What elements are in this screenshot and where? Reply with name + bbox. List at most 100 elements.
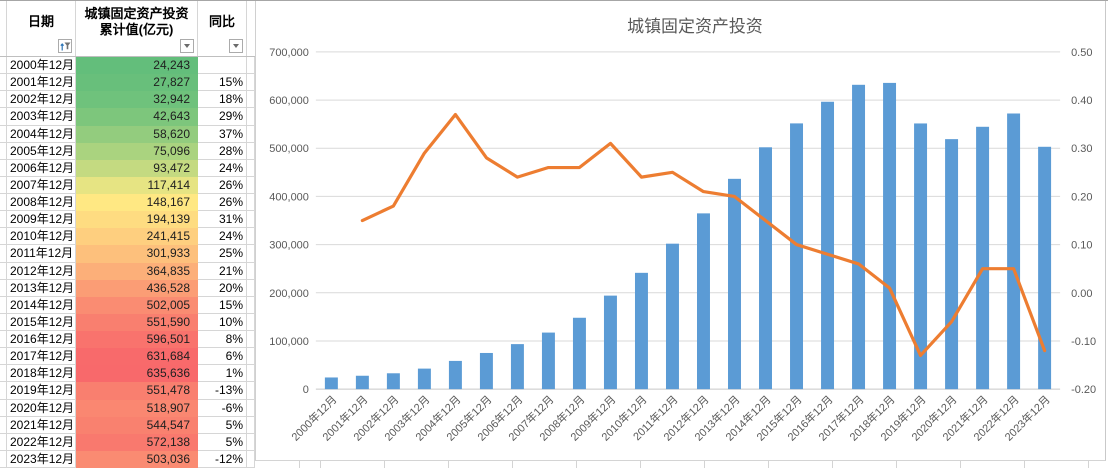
gap-cell[interactable] — [247, 194, 255, 212]
date-cell[interactable]: 2016年12月 — [7, 331, 76, 349]
gap-cell[interactable] — [247, 159, 255, 177]
margin-cell[interactable] — [0, 194, 7, 212]
header-cell-date[interactable]: 日期 — [7, 0, 76, 56]
yoy-cell[interactable]: 21% — [198, 262, 247, 280]
value-cell[interactable]: 301,933 — [76, 245, 198, 263]
bar[interactable] — [914, 123, 928, 390]
bar[interactable] — [945, 139, 959, 390]
bar[interactable] — [665, 243, 679, 390]
date-cell[interactable]: 2011年12月 — [7, 245, 76, 263]
yoy-cell[interactable]: 31% — [198, 211, 247, 229]
bar[interactable] — [728, 178, 741, 390]
gap-cell[interactable] — [247, 245, 255, 263]
date-cell[interactable]: 2012年12月 — [7, 262, 76, 280]
yoy-cell[interactable]: 5% — [198, 433, 247, 451]
filter-button-yoy[interactable] — [229, 39, 243, 53]
date-cell[interactable]: 2007年12月 — [7, 176, 76, 194]
filter-button-value[interactable] — [180, 39, 194, 53]
gap-cell[interactable] — [247, 125, 255, 143]
bar[interactable] — [697, 213, 710, 390]
date-cell[interactable]: 2020年12月 — [7, 399, 76, 417]
date-cell[interactable]: 2022年12月 — [7, 433, 76, 451]
margin-cell[interactable] — [0, 142, 7, 160]
chart-area[interactable]: 0 -0.20 100,000 -0.10 200,000 0.00 300,000 0.10… — [255, 0, 1106, 461]
date-cell[interactable]: 2013年12月 — [7, 279, 76, 297]
yoy-cell[interactable]: 10% — [198, 313, 247, 331]
bar[interactable] — [355, 375, 369, 390]
value-cell[interactable]: 194,139 — [76, 211, 198, 229]
date-cell[interactable]: 2023年12月 — [7, 450, 76, 468]
yoy-cell[interactable]: -13% — [198, 382, 247, 400]
bar[interactable] — [821, 101, 835, 390]
yoy-cell[interactable]: 24% — [198, 228, 247, 246]
value-cell[interactable]: 572,138 — [76, 433, 198, 451]
bar[interactable] — [603, 295, 617, 390]
yoy-cell[interactable]: 20% — [198, 279, 247, 297]
bar[interactable] — [572, 317, 586, 390]
bar[interactable] — [976, 126, 990, 390]
bar[interactable] — [541, 332, 555, 390]
value-cell[interactable]: 32,942 — [76, 91, 198, 109]
yoy-cell[interactable]: 26% — [198, 194, 247, 212]
margin-cell[interactable] — [0, 416, 7, 434]
margin-cell[interactable] — [0, 348, 7, 366]
yoy-cell[interactable]: -6% — [198, 399, 247, 417]
margin-cell[interactable] — [0, 228, 7, 246]
date-cell[interactable]: 2004年12月 — [7, 125, 76, 143]
yoy-cell[interactable]: 28% — [198, 142, 247, 160]
gap-cell[interactable] — [247, 450, 255, 468]
value-cell[interactable]: 551,478 — [76, 382, 198, 400]
margin-cell[interactable] — [0, 125, 7, 143]
date-cell[interactable]: 2009年12月 — [7, 211, 76, 229]
gap-cell[interactable] — [247, 433, 255, 451]
date-cell[interactable]: 2003年12月 — [7, 108, 76, 126]
value-cell[interactable]: 148,167 — [76, 194, 198, 212]
date-cell[interactable]: 2021年12月 — [7, 416, 76, 434]
bar[interactable] — [448, 360, 462, 390]
bar[interactable] — [759, 147, 772, 390]
date-cell[interactable]: 2002年12月 — [7, 91, 76, 109]
value-cell[interactable]: 117,414 — [76, 176, 198, 194]
yoy-cell[interactable]: 15% — [198, 74, 247, 92]
yoy-cell[interactable]: 25% — [198, 245, 247, 263]
value-cell[interactable]: 364,835 — [76, 262, 198, 280]
investment-chart[interactable]: 0 -0.20 100,000 -0.10 200,000 0.00 300,000 0.10… — [256, 0, 1105, 460]
date-cell[interactable]: 2015年12月 — [7, 313, 76, 331]
bar[interactable] — [1038, 146, 1052, 390]
bar[interactable] — [790, 123, 804, 390]
margin-cell[interactable] — [0, 159, 7, 177]
yoy-cell[interactable]: 37% — [198, 125, 247, 143]
gap-cell[interactable] — [247, 228, 255, 246]
margin-cell[interactable] — [0, 331, 7, 349]
value-cell[interactable]: 596,501 — [76, 331, 198, 349]
gap-cell[interactable] — [247, 108, 255, 126]
bar[interactable] — [386, 373, 400, 390]
line-series[interactable] — [360, 112, 1047, 358]
yoy-cell[interactable]: 6% — [198, 348, 247, 366]
gap-cell[interactable] — [247, 211, 255, 229]
yoy-cell[interactable]: 24% — [198, 159, 247, 177]
value-cell[interactable]: 551,590 — [76, 313, 198, 331]
value-cell[interactable]: 436,528 — [76, 279, 198, 297]
margin-cell[interactable] — [0, 57, 7, 75]
date-cell[interactable]: 2005年12月 — [7, 142, 76, 160]
value-cell[interactable]: 635,636 — [76, 365, 198, 383]
value-cell[interactable]: 75,096 — [76, 142, 198, 160]
yoy-cell[interactable]: 18% — [198, 91, 247, 109]
gap-cell[interactable] — [247, 331, 255, 349]
filter-button-date[interactable] — [58, 39, 72, 53]
bar[interactable] — [634, 272, 648, 390]
margin-cell[interactable] — [0, 296, 7, 314]
header-cell-yoy[interactable]: 同比 — [198, 0, 247, 56]
yoy-cell[interactable]: 5% — [198, 416, 247, 434]
margin-cell[interactable] — [0, 313, 7, 331]
value-cell[interactable]: 27,827 — [76, 74, 198, 92]
gap-cell[interactable] — [247, 416, 255, 434]
yoy-cell[interactable]: 29% — [198, 108, 247, 126]
margin-cell[interactable] — [0, 211, 7, 229]
bar[interactable] — [1007, 113, 1021, 390]
value-cell[interactable]: 241,415 — [76, 228, 198, 246]
date-cell[interactable]: 2010年12月 — [7, 228, 76, 246]
margin-cell[interactable] — [0, 365, 7, 383]
value-cell[interactable]: 518,907 — [76, 399, 198, 417]
